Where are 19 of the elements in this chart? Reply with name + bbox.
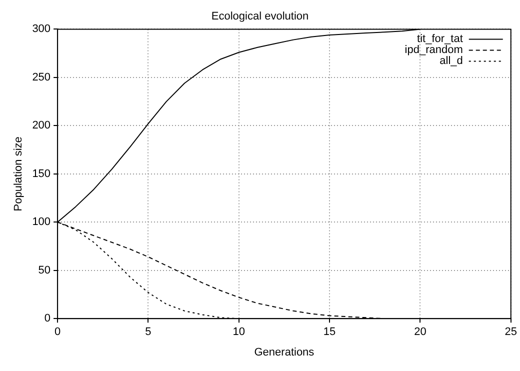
y-tick-label: 200: [32, 120, 51, 132]
y-tick-label: 300: [32, 23, 51, 36]
legend-label: tit_for_tat: [417, 33, 463, 46]
chart-title: Ecological evolution: [211, 10, 309, 23]
y-tick-label: 250: [32, 71, 51, 84]
x-tick-label: 0: [54, 326, 61, 338]
legend-label: ipd_random: [404, 44, 463, 56]
x-tick-label: 10: [232, 326, 246, 338]
x-tick-label: 5: [145, 326, 152, 338]
x-tick-label: 20: [414, 326, 426, 338]
y-tick-label: 100: [32, 216, 51, 228]
x-tick-label: 15: [323, 326, 336, 338]
y-tick-label: 50: [38, 264, 51, 276]
y-tick-label: 150: [32, 168, 51, 180]
x-axis-title: Generations: [254, 346, 315, 358]
y-tick-label: 0: [44, 312, 51, 325]
legend-label: all_d: [440, 55, 463, 68]
x-tick-label: 25: [504, 326, 518, 338]
y-axis-title: Population size: [12, 136, 25, 212]
